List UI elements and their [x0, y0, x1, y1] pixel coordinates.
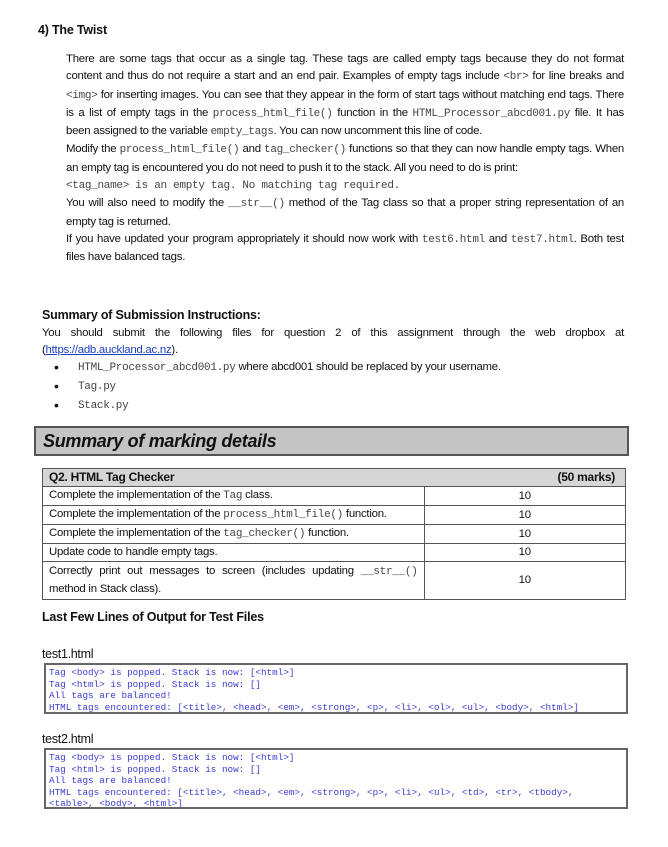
- list-item: Tag.py: [42, 377, 501, 396]
- inline-code: __str__(): [360, 566, 418, 578]
- section-heading: 4) The Twist: [38, 23, 107, 37]
- paragraph: There are some tags that occur as a sing…: [66, 51, 624, 141]
- inline-code: <br>: [503, 71, 529, 84]
- table-row: Complete the implementation of the tag_c…: [42, 524, 626, 544]
- dropbox-link[interactable]: https://adb.auckland.ac.nz: [45, 344, 172, 357]
- text-run: Correctly print out messages to screen (…: [49, 565, 361, 577]
- text-run: Modify the: [66, 143, 120, 156]
- inline-code: __str__(): [228, 198, 285, 211]
- text-run: class.: [242, 489, 273, 501]
- text-run: Complete the implementation of the: [49, 489, 224, 501]
- inline-code: test7.html: [510, 233, 574, 246]
- test-label: test2.html: [42, 732, 94, 746]
- output-box-test2: Tag <body> is popped. Stack is now: [<ht…: [44, 748, 628, 809]
- inline-code: HTML_Processor_abcd001.py: [412, 107, 571, 120]
- inline-code: tag_checker(): [264, 144, 346, 157]
- text-run: and: [484, 232, 511, 245]
- marking-table: Q2. HTML Tag Checker (50 marks) Complete…: [42, 468, 626, 600]
- list-item: Stack.py: [42, 396, 501, 415]
- inline-code: process_html_file(): [223, 509, 343, 521]
- text-run: method of the Tag class so that a proper…: [66, 197, 624, 228]
- text-run: function.: [305, 527, 349, 539]
- text-run: If you have updated your program appropr…: [66, 232, 422, 245]
- submission-intro: You should submit the following files fo…: [42, 327, 624, 357]
- text-run: Complete the implementation of the: [49, 527, 224, 539]
- text-run: . Both test files have balanced tags.: [66, 232, 624, 264]
- output-box-test1: Tag <body> is popped. Stack is now: [<ht…: [44, 663, 628, 714]
- text-run: functions so that they can now handle em…: [66, 143, 624, 174]
- inline-code: tag_checker(): [223, 528, 306, 540]
- inline-code: Tag: [223, 490, 243, 502]
- inline-code: test6.html: [421, 233, 485, 246]
- marking-banner: Summary of marking details: [34, 426, 629, 456]
- code-example: <tag_name> is an empty tag. No matching …: [66, 177, 624, 195]
- output-heading: Last Few Lines of Output for Test Files: [42, 610, 264, 624]
- inline-code: process_html_file(): [212, 107, 333, 120]
- table-row: Update code to handle empty tags. 10: [42, 543, 626, 562]
- text-run: for inserting images. You can see that t…: [66, 88, 624, 119]
- text-run: for line breaks and: [528, 70, 624, 83]
- file-list: HTML_Processor_abcd001.py where abcd001 …: [42, 358, 501, 415]
- submission-heading: Summary of Submission Instructions:: [42, 308, 261, 322]
- list-item: HTML_Processor_abcd001.py where abcd001 …: [42, 358, 501, 377]
- text-run: You will also need to modify the: [66, 197, 229, 210]
- test-label: test1.html: [42, 647, 94, 661]
- text-run: . You can now uncomment this line of cod…: [273, 125, 483, 138]
- text-run: function in the: [332, 106, 413, 119]
- text-run: Update code to handle empty tags.: [49, 546, 218, 558]
- paragraph: If you have updated your program appropr…: [66, 231, 624, 267]
- text-run: Complete the implementation of the: [49, 508, 224, 520]
- inline-code: empty_tags: [210, 126, 274, 139]
- table-row: Complete the implementation of the Tag c…: [42, 486, 626, 506]
- inline-code: <tag_name> is an empty tag. No matching …: [66, 180, 400, 193]
- inline-code: <img>: [66, 89, 98, 102]
- table-row: Correctly print out messages to screen (…: [42, 561, 626, 600]
- text-run: file. It has been assigned to the variab…: [66, 106, 624, 138]
- paragraph: You will also need to modify the __str__…: [66, 195, 624, 231]
- section-body: There are some tags that occur as a sing…: [66, 51, 624, 267]
- table-header: Q2. HTML Tag Checker (50 marks): [42, 468, 626, 487]
- text-run: and: [239, 143, 265, 156]
- text-run: function.: [342, 508, 387, 520]
- table-row: Complete the implementation of the proce…: [42, 505, 626, 525]
- text-run: method in Stack class).: [49, 583, 161, 595]
- paragraph: Modify the process_html_file() and tag_c…: [66, 141, 624, 177]
- inline-code: process_html_file(): [119, 144, 240, 157]
- text-run: There are some tags that occur as a sing…: [66, 53, 624, 83]
